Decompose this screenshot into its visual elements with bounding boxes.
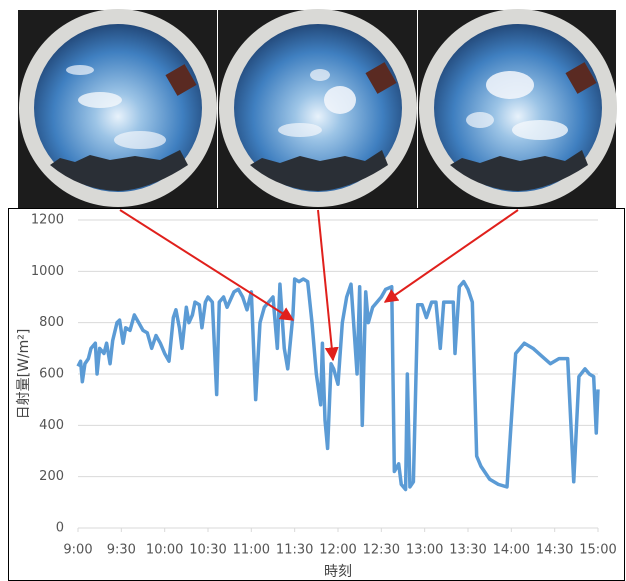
annotation-arrows — [119, 209, 519, 362]
fisheye-image — [19, 9, 217, 207]
x-tick-label: 14:00 — [493, 543, 530, 558]
sky-images — [18, 9, 617, 208]
x-tick-label: 11:30 — [276, 543, 313, 558]
y-tick-label: 800 — [39, 315, 64, 330]
y-tick-label: 1000 — [31, 264, 64, 279]
x-tick-label: 9:00 — [63, 543, 92, 558]
x-tick-label: 13:30 — [449, 543, 486, 558]
y-tick-label: 1200 — [31, 213, 64, 228]
x-tick-label: 15:00 — [579, 543, 616, 558]
x-tick-label: 9:30 — [107, 543, 136, 558]
x-tick-label: 11:00 — [233, 543, 270, 558]
x-tick-label: 10:30 — [189, 543, 226, 558]
y-tick-label: 600 — [39, 367, 64, 382]
arrow — [119, 209, 295, 321]
fisheye-image — [419, 9, 617, 207]
y-tick-label: 0 — [56, 521, 64, 536]
chart-frame — [8, 208, 625, 581]
arrow — [317, 209, 339, 362]
y-axis-label: 日射量[W/m²] — [16, 329, 32, 420]
data-line — [76, 277, 600, 492]
plot: 0 200 400 600 800 1000 1200 9:00 9:30 10:00 10:30 1… — [31, 213, 617, 558]
y-tick-label: 400 — [39, 418, 64, 433]
fisheye-image — [219, 9, 417, 207]
x-tick-label: 13:00 — [406, 543, 443, 558]
x-tick-label: 14:30 — [536, 543, 573, 558]
x-tick-label: 12:00 — [319, 543, 356, 558]
y-tick-label: 200 — [39, 469, 64, 484]
x-tick-label: 12:30 — [363, 543, 400, 558]
x-tick-label: 10:00 — [146, 543, 183, 558]
arrow — [383, 209, 519, 303]
x-axis-label: 時刻 — [324, 564, 352, 580]
